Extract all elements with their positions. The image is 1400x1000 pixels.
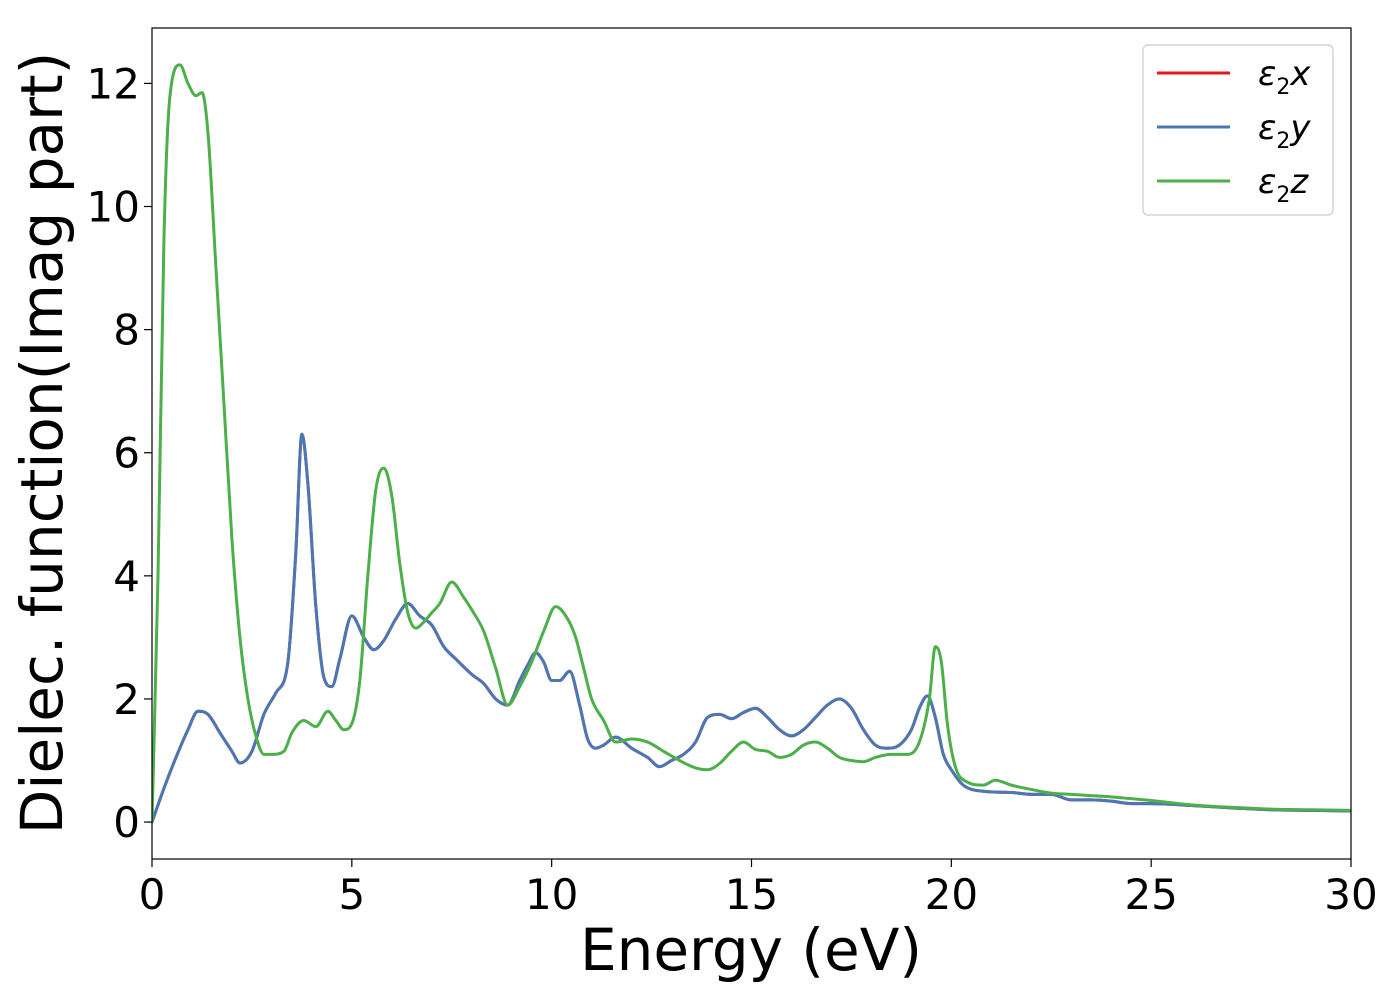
legend-label-y: ε2y (1258, 108, 1311, 154)
x-tick-label: 30 (1324, 870, 1377, 919)
y-axis-ticks: 0 2 4 6 8 10 12 (87, 59, 152, 847)
x-tick-label: 25 (1124, 870, 1177, 919)
y-tick-label: 6 (113, 429, 140, 478)
x-axis-label: Energy (eV) (580, 916, 922, 984)
x-axis-ticks: 0 5 10 15 20 25 30 (139, 859, 1378, 919)
y-tick-label: 0 (113, 798, 140, 847)
x-tick-label: 20 (925, 870, 978, 919)
legend: ε2x ε2y ε2z (1142, 44, 1334, 216)
series-layer (152, 63, 1351, 824)
y-tick-label: 10 (87, 183, 140, 232)
x-tick-label: 15 (725, 870, 778, 919)
x-tick-label: 0 (139, 870, 166, 919)
legend-box (1142, 44, 1334, 216)
x-tick-label: 10 (525, 870, 578, 919)
y-tick-label: 4 (113, 552, 140, 601)
legend-label-x: ε2x (1258, 54, 1311, 100)
series-line-z (152, 63, 1351, 824)
y-tick-label: 2 (113, 675, 140, 724)
x-tick-label: 5 (338, 870, 365, 919)
y-tick-label: 12 (87, 59, 140, 108)
legend-label-z: ε2z (1258, 162, 1309, 208)
series-line-y (152, 432, 1351, 824)
y-axis-label: Dielec. function(Imag part) (8, 52, 76, 835)
y-tick-label: 8 (113, 306, 140, 355)
